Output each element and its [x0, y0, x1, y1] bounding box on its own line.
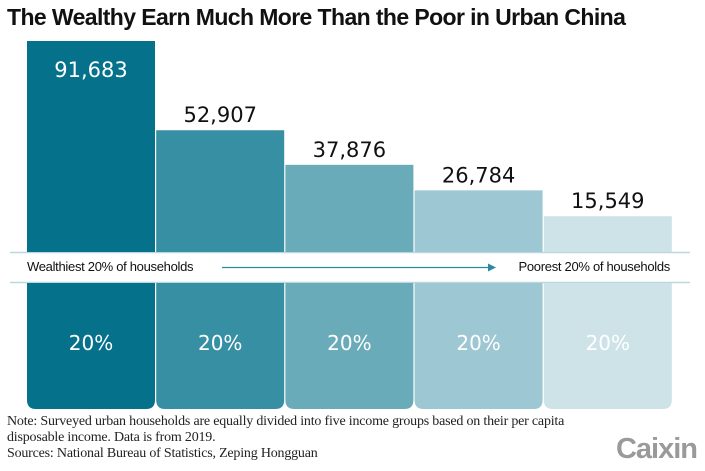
bar-value-label: 91,683: [54, 58, 127, 82]
share-label: 20%: [456, 331, 500, 355]
poorest-label: Poorest 20% of households: [518, 259, 671, 274]
bar-value-label: 52,907: [183, 103, 256, 127]
income-bar: [414, 190, 543, 252]
share-block: [414, 283, 543, 409]
bar-value-label: 15,549: [571, 189, 644, 213]
note-line-2: disposable income. Data is from 2019.: [7, 430, 216, 445]
bar-value-label: 37,876: [313, 138, 386, 162]
bar-value-label: 26,784: [442, 163, 515, 187]
share-block: [543, 283, 672, 409]
share-block: [27, 283, 155, 409]
income-bar: [285, 164, 414, 252]
sources: Sources: National Bureau of Statistics, …: [7, 446, 318, 461]
income-bar: [27, 41, 155, 252]
note-line-1: Note: Surveyed urban households are equa…: [7, 414, 565, 429]
wealthiest-label: Wealthiest 20% of households: [27, 259, 194, 274]
share-label: 20%: [198, 331, 242, 355]
caixin-logo: Caixin: [615, 433, 698, 465]
share-block: [285, 283, 414, 409]
share-label: 20%: [69, 331, 113, 355]
footnote: Note: Surveyed urban households are equa…: [7, 414, 564, 462]
arrow-head-icon: [488, 263, 496, 272]
chart-title: The Wealthy Earn Much More Than the Poor…: [7, 4, 626, 30]
income-bar: [156, 130, 285, 252]
share-label: 20%: [586, 331, 630, 355]
income-bar: [543, 216, 672, 252]
share-label: 20%: [327, 331, 371, 355]
share-block: [156, 283, 285, 409]
